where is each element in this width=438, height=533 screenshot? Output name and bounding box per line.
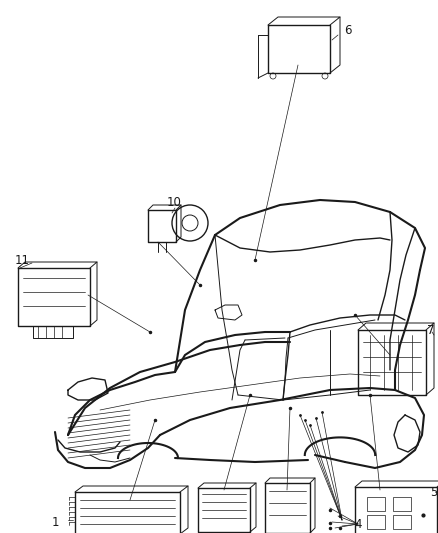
Text: 4: 4 [353, 519, 361, 531]
Text: 1: 1 [51, 515, 59, 529]
Bar [366, 515, 384, 529]
Text: 5: 5 [430, 486, 437, 498]
Text: 2: 2 [234, 531, 241, 533]
Text: 10: 10 [166, 196, 181, 208]
Text: 11: 11 [14, 254, 29, 266]
Text: 6: 6 [343, 23, 351, 36]
Text: 7: 7 [427, 324, 434, 336]
Bar [366, 497, 384, 511]
Bar [392, 497, 410, 511]
Text: 3: 3 [261, 531, 268, 533]
Bar [392, 515, 410, 529]
